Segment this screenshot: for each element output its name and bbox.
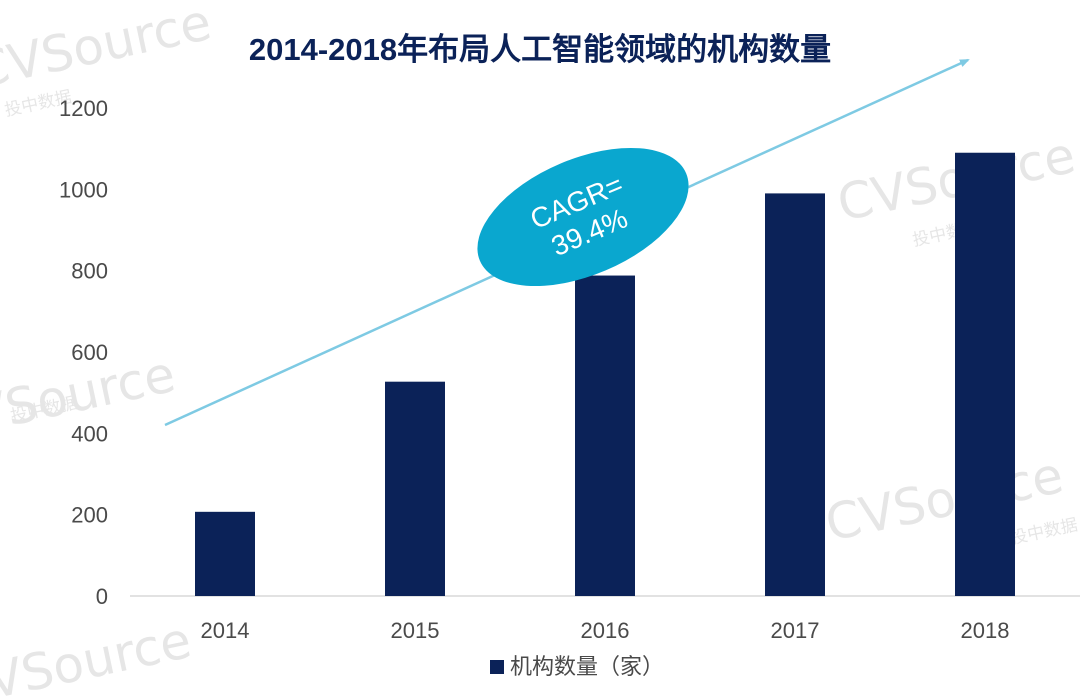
x-tick-label: 2018 (961, 618, 1010, 643)
axis-layer: 0 200 400 600 800 1000 1200 2014 2015 2016 2017 201… (59, 96, 1080, 643)
bar (765, 193, 825, 596)
y-tick-label: 400 (71, 421, 108, 446)
legend-label: 机构数量（家） (510, 654, 664, 679)
bar (955, 152, 1015, 596)
cagr-ellipse (477, 147, 689, 287)
y-tick-label: 1200 (59, 96, 108, 121)
y-tick-label: 200 (71, 503, 108, 528)
bars-layer (195, 152, 1015, 596)
x-tick-label: 2015 (391, 618, 440, 643)
x-tick-label: 2014 (201, 618, 250, 643)
annotation-layer: CAGR=39.4% (477, 147, 689, 287)
y-tick-label: 1000 (59, 177, 108, 202)
y-tick-label: 0 (96, 584, 108, 609)
x-tick-label: 2016 (581, 618, 630, 643)
watermark-text: CVSource (0, 0, 216, 100)
bar (195, 511, 255, 596)
legend-swatch (490, 660, 504, 674)
bar (575, 275, 635, 596)
legend: 机构数量（家） (490, 654, 664, 679)
watermark-text: CVSource (0, 611, 196, 696)
watermark-text: 投中数据 (1009, 515, 1080, 549)
y-tick-label: 600 (71, 340, 108, 365)
bar (385, 381, 445, 596)
y-tick-label: 800 (71, 259, 108, 284)
chart-title: 2014-2018年布局人工智能领域的机构数量 (249, 32, 831, 67)
x-tick-label: 2017 (771, 618, 820, 643)
